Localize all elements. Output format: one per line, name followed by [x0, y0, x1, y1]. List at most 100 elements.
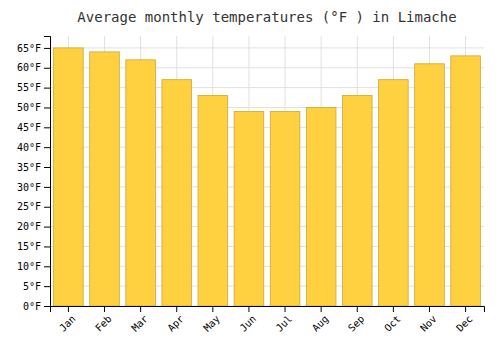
x-tick-mark	[176, 306, 177, 312]
y-tick: 0°F	[23, 301, 50, 312]
x-tick-label: Dec	[454, 313, 475, 334]
y-tick-label: 60°F	[17, 62, 41, 73]
y-tick-mark	[44, 88, 50, 89]
x-tick-label: Jul	[274, 313, 295, 334]
y-tick: 10°F	[17, 261, 50, 272]
y-tick-label: 0°F	[23, 301, 41, 312]
y-tick-label: 15°F	[17, 241, 41, 252]
x-tick-label: Apr	[165, 313, 186, 334]
y-axis: 0°F 5°F 10°F 15°F 20°F 25°F 30°F 35°F 40°F 45°F 50…	[17, 37, 51, 312]
y-tick-mark	[44, 266, 50, 267]
y-tick-label: 50°F	[17, 102, 41, 113]
x-tick: Jun	[238, 306, 259, 334]
x-tick-label: Nov	[418, 313, 439, 334]
y-tick-label: 10°F	[17, 261, 41, 272]
y-tick: 60°F	[17, 62, 50, 73]
title: Average monthly temperatures (°F ) in Li…	[77, 9, 456, 25]
bar	[90, 52, 120, 306]
x-tick: Jul	[274, 306, 295, 334]
y-tick: 45°F	[17, 122, 50, 133]
y-tick-label: 30°F	[17, 182, 41, 193]
y-tick: 50°F	[17, 102, 50, 113]
y-tick-label: 65°F	[17, 43, 41, 54]
y-tick-mark	[44, 306, 50, 307]
x-tick-mark	[140, 306, 141, 312]
x-tick-mark	[357, 306, 358, 312]
bar	[451, 56, 481, 306]
y-tick-label: 55°F	[17, 82, 41, 93]
x-tick: Feb	[93, 306, 114, 334]
x-tick-label: Aug	[310, 313, 331, 334]
y-tick-label: 45°F	[17, 122, 41, 133]
y-tick-mark	[44, 207, 50, 208]
y-tick-mark	[44, 127, 50, 128]
x-tick-mark	[321, 306, 322, 312]
x-tick-label: Jun	[238, 313, 259, 334]
x-tick-mark	[104, 306, 105, 312]
x-tick-mark	[285, 306, 286, 312]
bar	[234, 111, 264, 306]
y-tick: 35°F	[17, 162, 50, 173]
x-tick: Nov	[418, 306, 439, 334]
x-tick-label: Mar	[129, 313, 150, 334]
bar	[342, 96, 372, 306]
bar	[126, 60, 156, 306]
y-tick-mark	[44, 107, 50, 108]
x-axis-line	[51, 307, 485, 313]
x-axis: Jan Feb Mar Apr May Jun Jul Aug Sep Oct Nov Dec	[51, 306, 485, 334]
bar	[306, 107, 336, 306]
plot-area: 0°F 5°F 10°F 15°F 20°F 25°F 30°F 35°F 40°F 45°F 50…	[17, 36, 485, 334]
bar	[162, 80, 192, 306]
y-axis-line	[44, 37, 51, 307]
y-tick-mark	[44, 167, 50, 168]
bar	[198, 96, 228, 306]
y-tick: 65°F	[17, 43, 50, 54]
x-tick: Dec	[454, 306, 475, 334]
grid	[50, 36, 484, 306]
x-tick-mark	[248, 306, 249, 312]
y-tick-mark	[44, 147, 50, 148]
x-tick-label: May	[201, 313, 222, 334]
chart: 0°F 5°F 10°F 15°F 20°F 25°F 30°F 35°F 40°F 45°F 50…	[0, 0, 500, 350]
grid-line-y	[50, 47, 484, 48]
y-tick-mark	[44, 227, 50, 228]
x-tick-label: Jan	[57, 313, 78, 334]
x-tick-label: Oct	[382, 313, 403, 334]
y-tick-mark	[44, 187, 50, 188]
x-tick: May	[201, 306, 222, 334]
x-tick: Apr	[165, 306, 186, 334]
bar	[415, 64, 445, 306]
x-tick: Jan	[57, 306, 78, 334]
bar	[54, 48, 84, 306]
x-tick: Sep	[346, 306, 367, 334]
y-tick: 5°F	[23, 281, 50, 292]
y-tick: 20°F	[17, 221, 50, 232]
y-tick: 25°F	[17, 201, 50, 212]
y-tick-mark	[44, 68, 50, 69]
x-tick: Aug	[310, 306, 331, 334]
y-tick-label: 20°F	[17, 221, 41, 232]
y-tick: 30°F	[17, 182, 50, 193]
y-tick-mark	[44, 48, 50, 49]
x-tick-label: Feb	[93, 313, 114, 334]
y-tick-mark	[44, 246, 50, 247]
x-tick-label: Sep	[346, 313, 367, 334]
x-tick-mark	[212, 306, 213, 312]
x-tick-mark	[68, 306, 69, 312]
y-tick: 15°F	[17, 241, 50, 252]
y-tick-label: 5°F	[23, 281, 41, 292]
bar	[270, 111, 300, 306]
x-tick-mark	[429, 306, 430, 312]
bar	[379, 80, 409, 306]
y-tick-label: 25°F	[17, 201, 41, 212]
y-tick: 40°F	[17, 142, 50, 153]
x-tick: Mar	[129, 306, 150, 334]
x-tick: Oct	[382, 306, 403, 334]
x-tick-mark	[393, 306, 394, 312]
x-tick-mark	[465, 306, 466, 312]
y-tick-label: 35°F	[17, 162, 41, 173]
bars	[54, 48, 481, 306]
y-tick-mark	[44, 286, 50, 287]
y-tick-label: 40°F	[17, 142, 41, 153]
y-tick: 55°F	[17, 82, 50, 93]
